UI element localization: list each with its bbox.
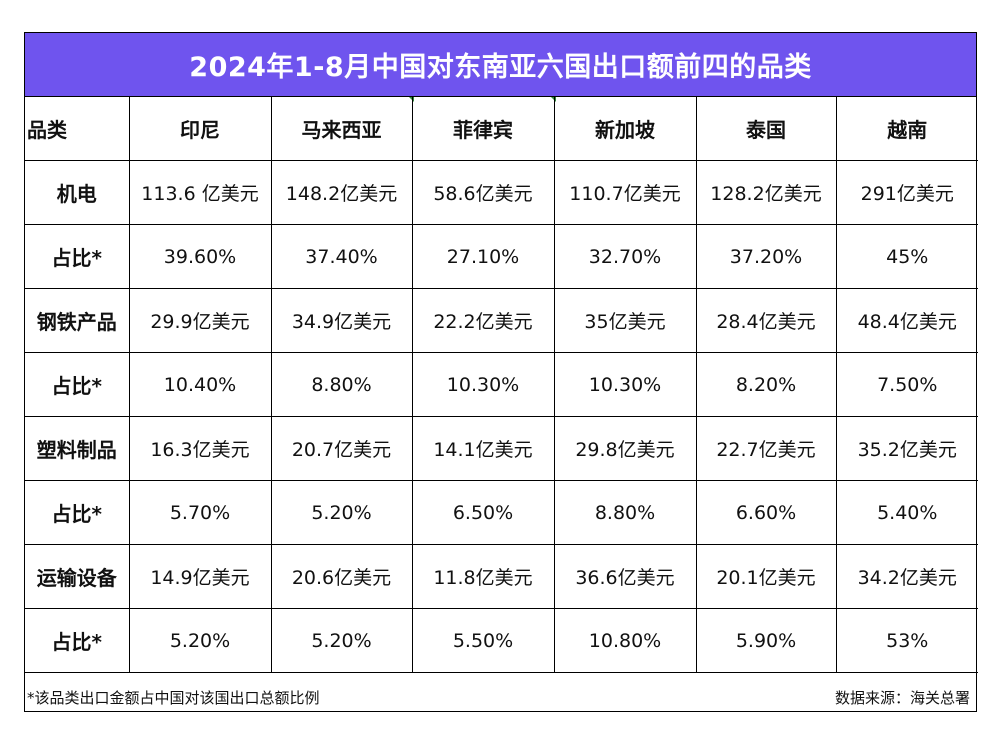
table-cell: 5.20% <box>270 480 413 545</box>
table-cell: 16.3亿美元 <box>128 416 272 481</box>
table-cell: 8.80% <box>270 352 413 417</box>
table-cell: 58.6亿美元 <box>411 160 555 225</box>
data-table: 品类 印尼 马来西亚 菲律宾 新加坡 泰国 越南 机电 113.6 亿美元 14… <box>25 97 978 673</box>
table-footer: *该品类出口金额占中国对该国出口总额比例 数据来源：海关总署 <box>25 684 976 711</box>
row-label: 占比* <box>25 224 130 289</box>
table-cell: 22.2亿美元 <box>411 288 555 353</box>
table-row: 占比* 39.60% 37.40% 27.10% 32.70% 37.20% 4… <box>25 224 978 289</box>
table-cell: 10.80% <box>553 608 697 673</box>
table-cell: 5.70% <box>128 480 272 545</box>
table-cell: 53% <box>835 608 978 673</box>
header-cell-indonesia: 印尼 <box>128 97 272 161</box>
table-cell: 10.30% <box>411 352 555 417</box>
table-cell: 35.2亿美元 <box>835 416 978 481</box>
footnote: *该品类出口金额占中国对该国出口总额比例 <box>27 689 320 707</box>
table-cell: 8.20% <box>695 352 837 417</box>
table-cell: 113.6 亿美元 <box>128 160 272 225</box>
table-row: 塑料制品 16.3亿美元 20.7亿美元 14.1亿美元 29.8亿美元 22.… <box>25 416 978 481</box>
table-cell: 37.40% <box>270 224 413 289</box>
row-label: 占比* <box>25 352 130 417</box>
row-label: 运输设备 <box>25 544 130 609</box>
table-cell: 110.7亿美元 <box>553 160 697 225</box>
table-row: 占比* 5.70% 5.20% 6.50% 8.80% 6.60% 5.40% <box>25 480 978 545</box>
table-cell: 37.20% <box>695 224 837 289</box>
table-cell: 34.2亿美元 <box>835 544 978 609</box>
table-title: 2024年1-8月中国对东南亚六国出口额前四的品类 <box>25 33 976 97</box>
row-label: 钢铁产品 <box>25 288 130 353</box>
data-source: 数据来源：海关总署 <box>834 689 970 707</box>
table-cell: 34.9亿美元 <box>270 288 413 353</box>
table-cell: 5.20% <box>270 608 413 673</box>
table-cell: 36.6亿美元 <box>553 544 697 609</box>
row-label: 塑料制品 <box>25 416 130 481</box>
table-cell: 20.6亿美元 <box>270 544 413 609</box>
row-label: 占比* <box>25 480 130 545</box>
table-cell: 148.2亿美元 <box>270 160 413 225</box>
table-cell: 6.50% <box>411 480 555 545</box>
table-row: 钢铁产品 29.9亿美元 34.9亿美元 22.2亿美元 35亿美元 28.4亿… <box>25 288 978 353</box>
table-cell: 128.2亿美元 <box>695 160 837 225</box>
table-cell: 291亿美元 <box>835 160 978 225</box>
table-cell: 7.50% <box>835 352 978 417</box>
table-cell: 14.9亿美元 <box>128 544 272 609</box>
table-cell: 39.60% <box>128 224 272 289</box>
table-cell: 20.1亿美元 <box>695 544 837 609</box>
table-row: 占比* 10.40% 8.80% 10.30% 10.30% 8.20% 7.5… <box>25 352 978 417</box>
table-cell: 22.7亿美元 <box>695 416 837 481</box>
header-cell-vietnam: 越南 <box>835 97 978 161</box>
header-cell-category: 品类 <box>25 97 130 161</box>
table-cell: 48.4亿美元 <box>835 288 978 353</box>
table-row: 机电 113.6 亿美元 148.2亿美元 58.6亿美元 110.7亿美元 1… <box>25 160 978 225</box>
table-cell: 32.70% <box>553 224 697 289</box>
table-cell: 10.30% <box>553 352 697 417</box>
table-cell: 28.4亿美元 <box>695 288 837 353</box>
header-row: 品类 印尼 马来西亚 菲律宾 新加坡 泰国 越南 <box>25 97 978 161</box>
table-cell: 14.1亿美元 <box>411 416 555 481</box>
header-cell-singapore: 新加坡 <box>553 97 697 161</box>
table-cell: 10.40% <box>128 352 272 417</box>
table-cell: 29.9亿美元 <box>128 288 272 353</box>
table-row: 运输设备 14.9亿美元 20.6亿美元 11.8亿美元 36.6亿美元 20.… <box>25 544 978 609</box>
table-cell: 5.50% <box>411 608 555 673</box>
header-cell-philippines: 菲律宾 <box>411 97 555 161</box>
header-cell-malaysia: 马来西亚 <box>270 97 413 161</box>
row-label: 机电 <box>25 160 130 225</box>
table-cell: 45% <box>835 224 978 289</box>
table-cell: 5.90% <box>695 608 837 673</box>
table-cell: 20.7亿美元 <box>270 416 413 481</box>
table-cell: 35亿美元 <box>553 288 697 353</box>
table-cell: 29.8亿美元 <box>553 416 697 481</box>
table-cell: 5.20% <box>128 608 272 673</box>
table-cell: 5.40% <box>835 480 978 545</box>
table-row: 占比* 5.20% 5.20% 5.50% 10.80% 5.90% 53% <box>25 608 978 673</box>
table-cell: 11.8亿美元 <box>411 544 555 609</box>
header-cell-thailand: 泰国 <box>695 97 837 161</box>
row-label: 占比* <box>25 608 130 673</box>
table-frame: 2024年1-8月中国对东南亚六国出口额前四的品类 品类 印尼 马来西亚 菲律宾… <box>24 32 978 712</box>
table-cell: 27.10% <box>411 224 555 289</box>
table-cell: 8.80% <box>553 480 697 545</box>
table-cell: 6.60% <box>695 480 837 545</box>
